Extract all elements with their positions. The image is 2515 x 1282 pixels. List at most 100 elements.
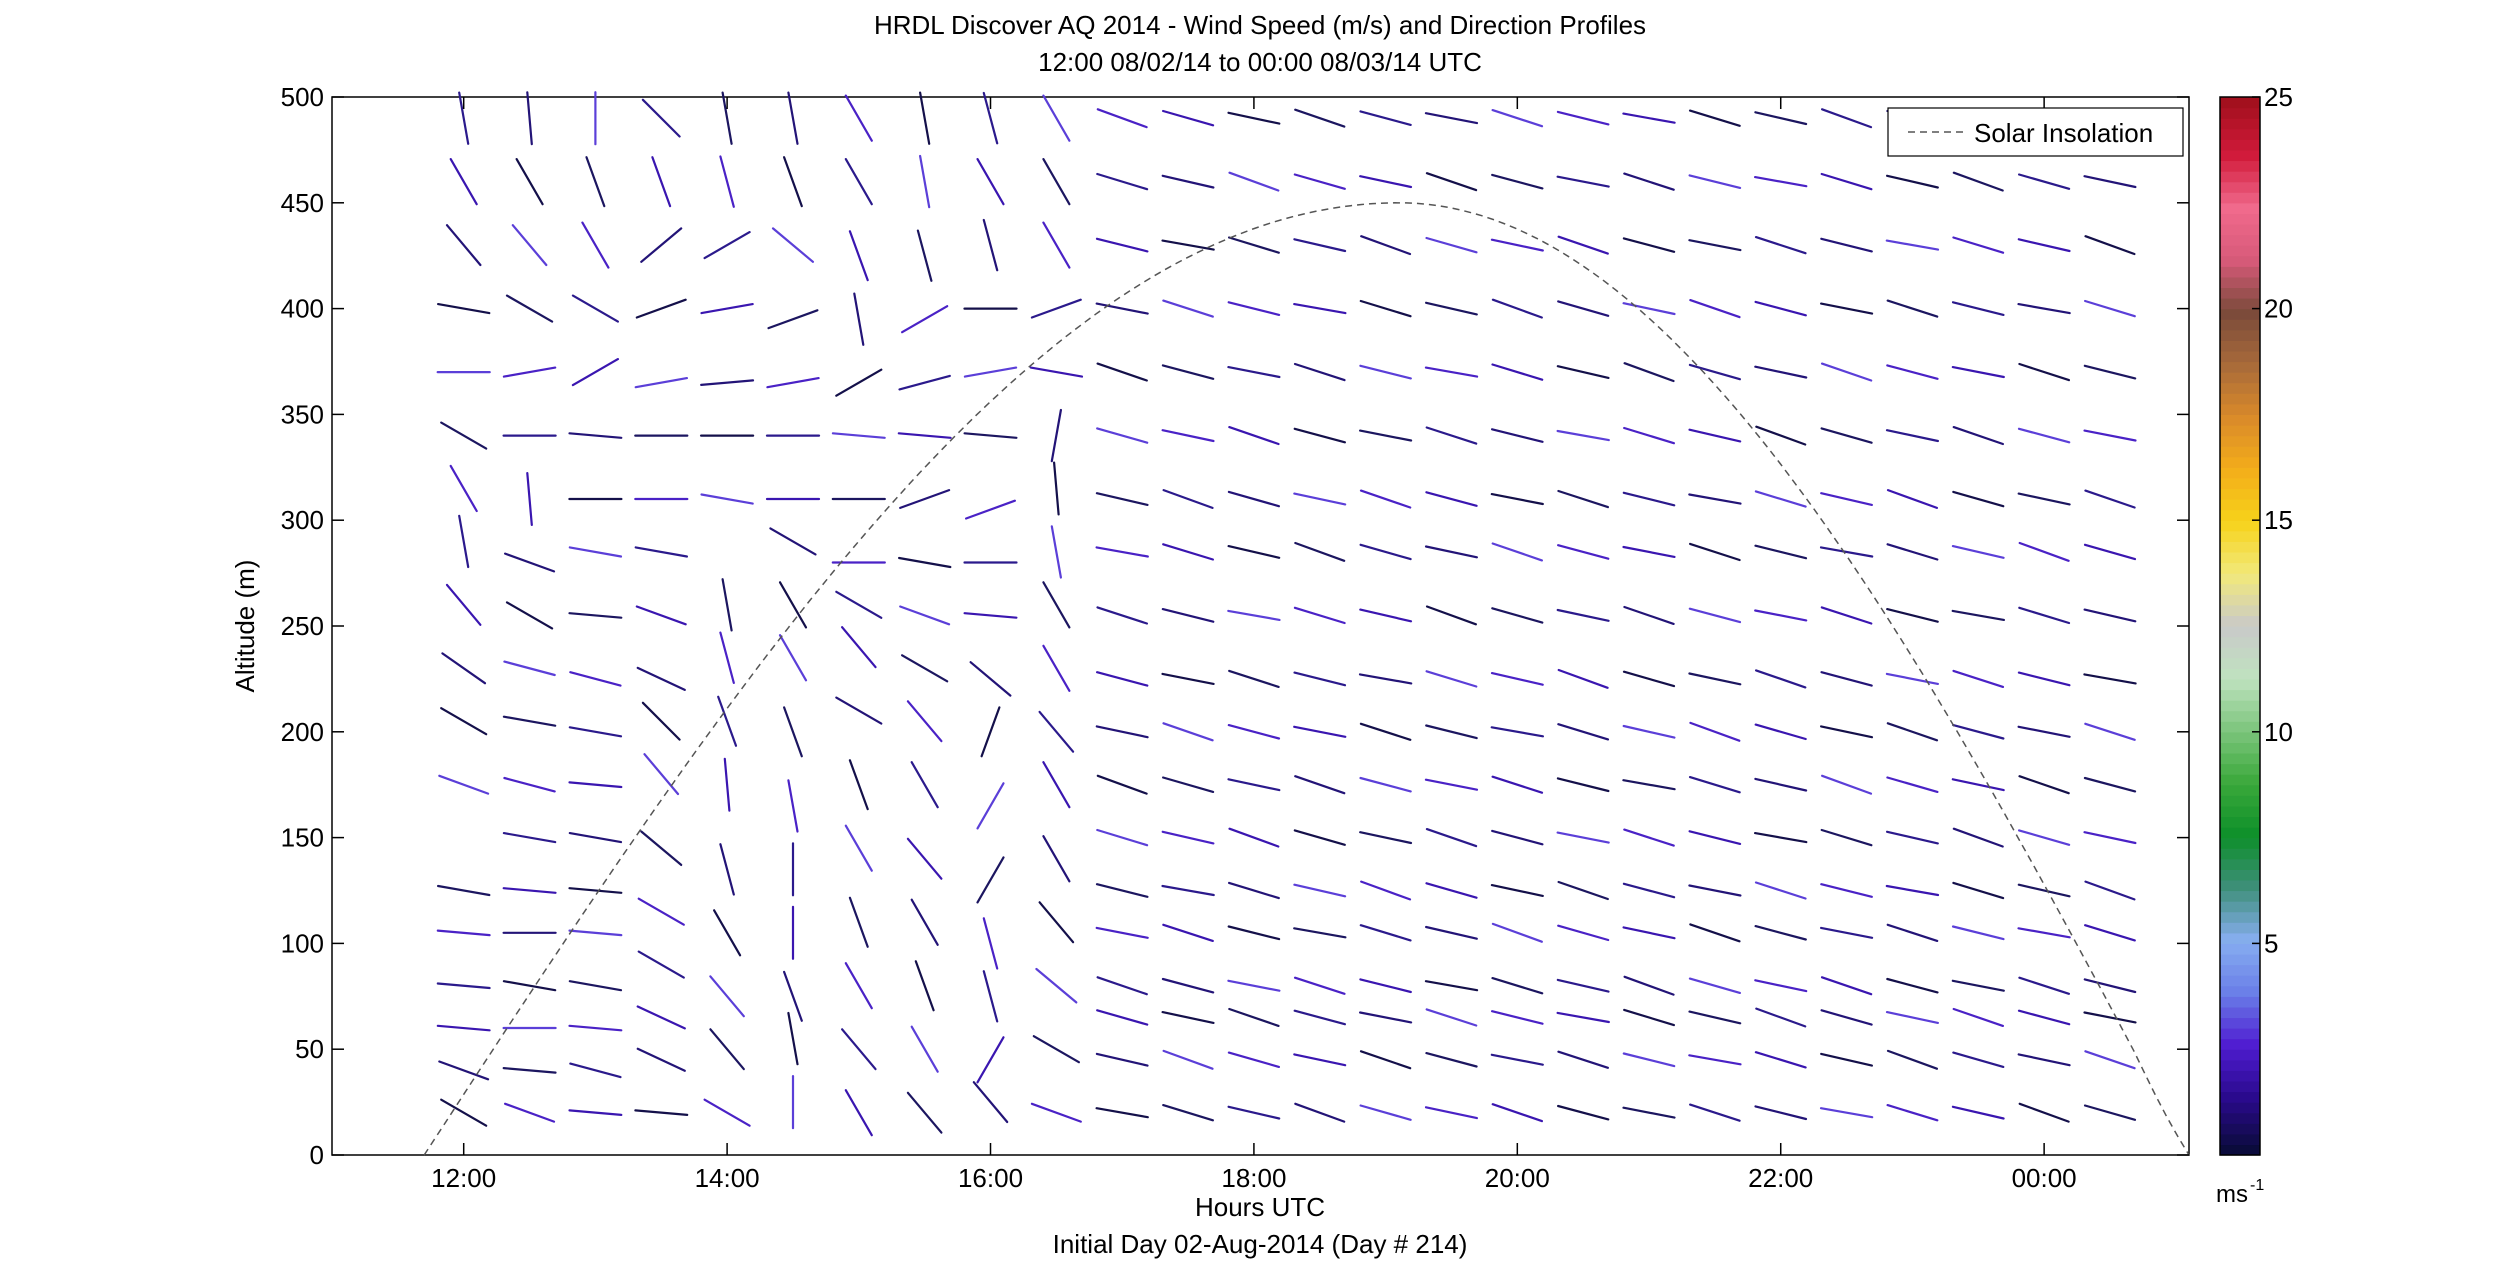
colorbar-band <box>2220 128 2260 140</box>
wind-vector <box>1885 830 1939 845</box>
colorbar-band <box>2220 488 2260 500</box>
colorbar-band <box>2220 721 2260 733</box>
colorbar-band <box>2220 509 2260 521</box>
wind-vector <box>2084 880 2136 901</box>
x-tick-label: 00:00 <box>2012 1163 2077 1193</box>
wind-vector <box>1688 239 1742 252</box>
wind-vector <box>1358 1011 1413 1024</box>
wind-vector <box>1886 923 1939 943</box>
wind-vector <box>1886 1103 1939 1122</box>
wind-vector <box>1293 883 1347 898</box>
wind-vector <box>1886 722 1939 742</box>
y-tick-label: 400 <box>281 294 324 324</box>
wind-vector <box>1688 977 1742 995</box>
wind-vector <box>515 158 544 206</box>
wind-vector <box>1162 923 1214 943</box>
wind-vector <box>1820 108 1873 129</box>
wind-vector <box>1557 300 1610 317</box>
colorbar-band <box>2220 827 2260 839</box>
wind-vector <box>835 696 883 725</box>
wind-vector <box>1491 1103 1544 1123</box>
wind-vector <box>1424 925 1478 940</box>
wind-vector <box>721 91 733 145</box>
wind-vector <box>1096 172 1149 191</box>
wind-vector <box>844 962 873 1010</box>
wind-vector <box>899 605 951 626</box>
wind-vector <box>1952 723 2005 740</box>
wind-vector <box>640 830 683 867</box>
wind-vector <box>1820 237 1873 253</box>
colorbar-band <box>2220 573 2260 585</box>
wind-vector <box>2018 541 2070 562</box>
wind-vector <box>1161 429 1215 443</box>
wind-vector <box>1819 546 1874 558</box>
wind-vector <box>1424 301 1478 316</box>
wind-vector <box>1227 544 1281 559</box>
colorbar-band <box>2220 583 2260 595</box>
wind-vector <box>2017 238 2071 253</box>
wind-vector <box>719 843 735 896</box>
wind-vector <box>1095 1052 1149 1067</box>
colorbar-tick-label: 20 <box>2264 294 2293 324</box>
colorbar-band <box>2220 97 2260 109</box>
wind-vector <box>840 1028 877 1071</box>
colorbar-band <box>2220 202 2260 214</box>
legend-label: Solar Insolation <box>1974 118 2153 148</box>
wind-vector <box>980 706 1001 758</box>
wind-vector <box>1622 926 1676 940</box>
wind-vector <box>1030 1102 1082 1123</box>
colorbar-band <box>2220 308 2260 320</box>
wind-vector <box>1161 239 1215 251</box>
wind-vector <box>1425 670 1478 688</box>
wind-vector <box>1161 884 1215 897</box>
wind-vector <box>504 1102 556 1123</box>
wind-vector <box>634 377 689 389</box>
colorbar-band <box>2220 192 2260 204</box>
wind-vector <box>1095 546 1149 558</box>
wind-vector <box>568 432 623 439</box>
colorbar-band <box>2220 1133 2260 1146</box>
wind-vector <box>778 581 808 629</box>
wind-vector <box>1293 1009 1347 1026</box>
wind-vector <box>1819 725 1874 739</box>
wind-vector <box>2083 608 2137 623</box>
wind-vector <box>569 1062 622 1079</box>
colorbar-tick-label: 10 <box>2264 717 2293 747</box>
wind-vector <box>1886 489 1939 509</box>
colorbar-band <box>2220 456 2260 468</box>
colorbar-band <box>2220 1070 2260 1082</box>
wind-vector <box>2084 299 2136 318</box>
colorbar-unit-exponent: -1 <box>2250 1177 2264 1194</box>
wind-vector <box>1755 425 1807 446</box>
colorbar-band <box>2220 1102 2260 1114</box>
colorbar-band <box>2220 562 2260 574</box>
wind-vector <box>782 156 803 208</box>
wind-vector <box>568 726 623 738</box>
wind-vector <box>1425 827 1478 848</box>
wind-vector <box>1227 979 1281 992</box>
wind-vector <box>1425 1008 1478 1027</box>
wind-vector <box>502 715 557 727</box>
wind-vector <box>1490 671 1544 686</box>
colorbar-band <box>2220 636 2260 648</box>
wind-vector <box>1622 1052 1676 1068</box>
wind-vector <box>1491 108 1544 128</box>
wind-vector <box>458 514 470 569</box>
wind-vector <box>1227 236 1280 254</box>
colorbar-band <box>2220 890 2260 902</box>
colorbar-band <box>2220 932 2260 944</box>
wind-vector <box>636 1005 686 1030</box>
wind-vector <box>1491 607 1544 624</box>
wind-vector <box>1688 884 1742 897</box>
wind-vector <box>502 366 557 378</box>
wind-vector <box>1360 880 1412 901</box>
wind-vector <box>1952 236 2005 254</box>
wind-vector <box>1886 1049 1939 1070</box>
wind-vector <box>585 156 606 208</box>
wind-vector <box>906 1091 943 1134</box>
wind-vector <box>1162 1103 1215 1122</box>
wind-vector <box>1951 301 2005 316</box>
wind-vector <box>1161 776 1215 794</box>
wind-vector <box>897 432 952 439</box>
wind-vector <box>2083 1104 2137 1121</box>
